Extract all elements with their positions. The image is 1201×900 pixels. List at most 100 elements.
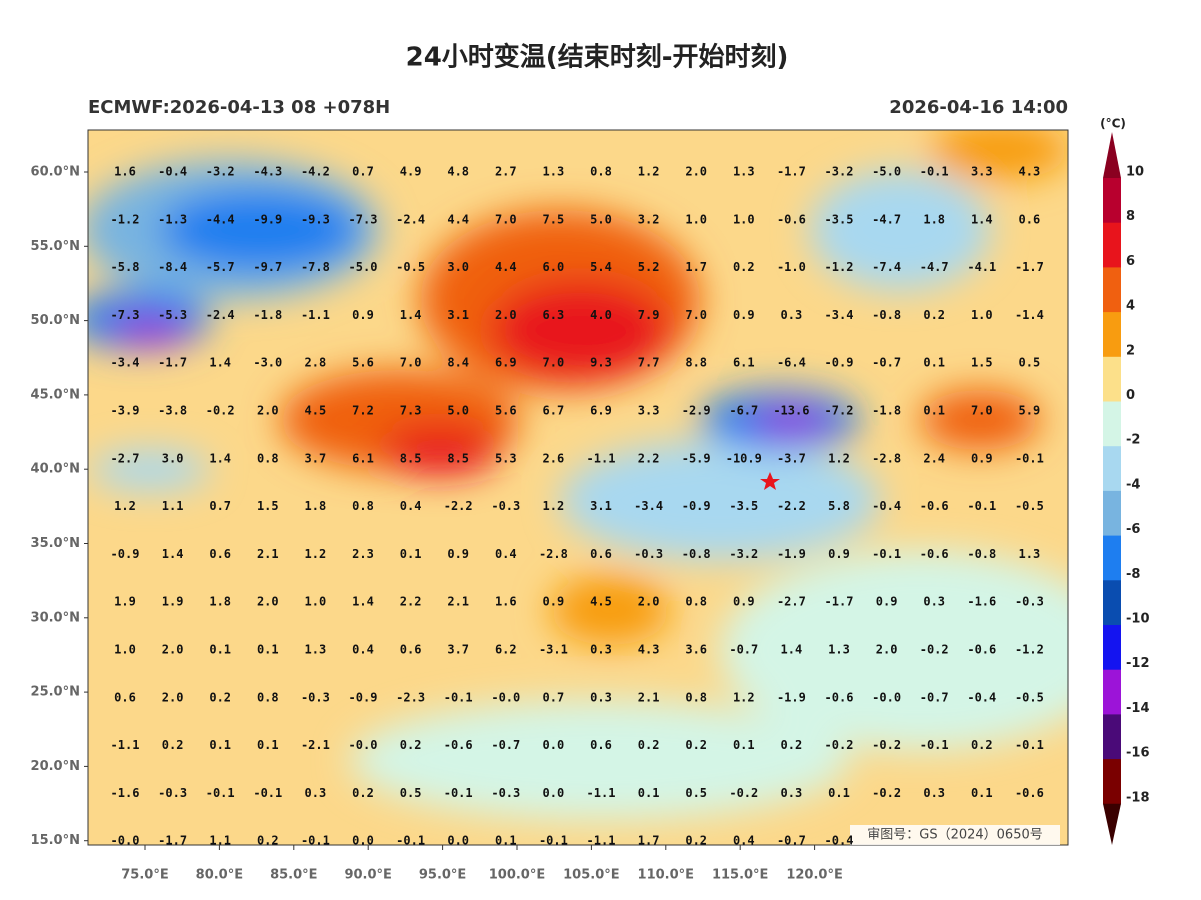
grid-value: 2.1 xyxy=(447,595,469,609)
colorbar-label: 6 xyxy=(1126,254,1135,269)
colorbar-label: -8 xyxy=(1126,567,1140,582)
grid-value: 0.3 xyxy=(305,786,327,800)
grid-value: -0.6 xyxy=(444,738,473,752)
grid-value: 6.2 xyxy=(495,643,517,657)
grid-value: 1.4 xyxy=(162,547,184,561)
grid-value: 1.8 xyxy=(923,212,945,226)
grid-value: -1.7 xyxy=(158,834,187,848)
grid-value: -0.7 xyxy=(920,690,949,704)
grid-value: 1.2 xyxy=(305,547,327,561)
grid-value: -2.2 xyxy=(777,499,806,513)
grid-value: -0.6 xyxy=(967,643,996,657)
grid-value: 1.0 xyxy=(305,595,327,609)
lat-label: 40.0°N xyxy=(31,462,80,477)
grid-value: -1.7 xyxy=(1015,260,1044,274)
grid-value: 3.7 xyxy=(447,643,469,657)
grid-value: 0.6 xyxy=(1019,212,1041,226)
grid-value: 3.7 xyxy=(305,451,327,465)
grid-value: 1.3 xyxy=(828,643,850,657)
grid-value: 1.4 xyxy=(209,451,231,465)
grid-value: -0.4 xyxy=(967,690,996,704)
grid-value: -1.6 xyxy=(111,786,140,800)
grid-value: 2.7 xyxy=(495,165,517,179)
grid-value: 0.5 xyxy=(1019,356,1041,370)
grid-value: -2.4 xyxy=(206,308,235,322)
colorbar-label: -12 xyxy=(1126,656,1150,671)
grid-value: 3.2 xyxy=(638,212,660,226)
grid-value: 2.0 xyxy=(162,643,184,657)
grid-value: -2.7 xyxy=(111,451,140,465)
grid-value: -0.4 xyxy=(825,834,854,848)
colorbar-segment xyxy=(1103,535,1121,581)
watermark: 审图号：GS（2024）0650号 xyxy=(867,828,1043,843)
grid-value: 2.0 xyxy=(685,165,707,179)
grid-value: -2.1 xyxy=(301,738,330,752)
grid-value: 1.4 xyxy=(971,212,993,226)
grid-value: 7.3 xyxy=(400,404,422,418)
grid-value: 0.2 xyxy=(638,738,660,752)
grid-value: -3.5 xyxy=(729,499,758,513)
grid-value: -0.1 xyxy=(444,786,473,800)
grid-value: 0.1 xyxy=(923,356,945,370)
grid-value: 1.9 xyxy=(114,595,136,609)
grid-value: -0.4 xyxy=(158,165,187,179)
grid-value: -0.3 xyxy=(491,786,520,800)
grid-value: -5.0 xyxy=(872,165,901,179)
grid-value: 0.2 xyxy=(781,738,803,752)
grid-value: -9.9 xyxy=(253,212,282,226)
grid-value: 7.0 xyxy=(685,308,707,322)
grid-value: 5.8 xyxy=(828,499,850,513)
lon-label: 95.0°E xyxy=(419,868,466,883)
field xyxy=(88,130,1068,845)
grid-value: 0.1 xyxy=(638,786,660,800)
colorbar-segment xyxy=(1103,625,1121,671)
grid-value: 0.9 xyxy=(733,308,755,322)
colorbar-segment xyxy=(1103,446,1121,492)
grid-value: -1.9 xyxy=(777,690,806,704)
grid-value: -13.6 xyxy=(773,404,809,418)
grid-value: 4.9 xyxy=(400,165,422,179)
grid-value: 0.0 xyxy=(352,834,374,848)
grid-value: 0.1 xyxy=(209,643,231,657)
grid-value: 6.9 xyxy=(590,404,612,418)
grid-value: 7.2 xyxy=(352,404,374,418)
grid-value: 0.3 xyxy=(590,643,612,657)
colorbar-segment xyxy=(1103,759,1121,805)
grid-value: 0.4 xyxy=(352,643,374,657)
grid-value: 0.9 xyxy=(733,595,755,609)
colorbar-label: 8 xyxy=(1126,209,1135,224)
grid-value: -1.4 xyxy=(1015,308,1044,322)
plot-frame xyxy=(87,129,1069,846)
grid-value: 4.3 xyxy=(1019,165,1041,179)
grid-value: 0.1 xyxy=(209,738,231,752)
grid-value: -0.1 xyxy=(872,547,901,561)
grid-value: -3.9 xyxy=(111,404,140,418)
grid-value: -2.8 xyxy=(872,451,901,465)
grid-value: -0.6 xyxy=(825,690,854,704)
grid-value: 5.2 xyxy=(638,260,660,274)
grid-value: 1.2 xyxy=(543,499,565,513)
grid-value: 3.1 xyxy=(590,499,612,513)
grid-value: 1.3 xyxy=(305,643,327,657)
grid-value: -0.1 xyxy=(253,786,282,800)
grid-value: -5.0 xyxy=(349,260,378,274)
grid-value: -8.4 xyxy=(158,260,187,274)
colorbar-segment xyxy=(1103,669,1121,715)
watermark-box xyxy=(850,825,1060,845)
grid-value: 0.8 xyxy=(257,690,279,704)
grid-value: 0.1 xyxy=(257,738,279,752)
grid-value: -3.2 xyxy=(729,547,758,561)
grid-value: 1.0 xyxy=(685,212,707,226)
grid-value: 5.4 xyxy=(590,260,612,274)
grid-value: 0.2 xyxy=(733,260,755,274)
lat-label: 20.0°N xyxy=(31,759,80,774)
lat-label: 25.0°N xyxy=(31,685,80,700)
grid-value: 1.3 xyxy=(543,165,565,179)
grid-value: 5.6 xyxy=(352,356,374,370)
grid-value: -2.9 xyxy=(682,404,711,418)
grid-value: 2.1 xyxy=(638,690,660,704)
lat-label: 55.0°N xyxy=(31,239,80,254)
grid-value: -1.8 xyxy=(253,308,282,322)
grid-value: -7.3 xyxy=(111,308,140,322)
grid-value: 1.0 xyxy=(114,643,136,657)
